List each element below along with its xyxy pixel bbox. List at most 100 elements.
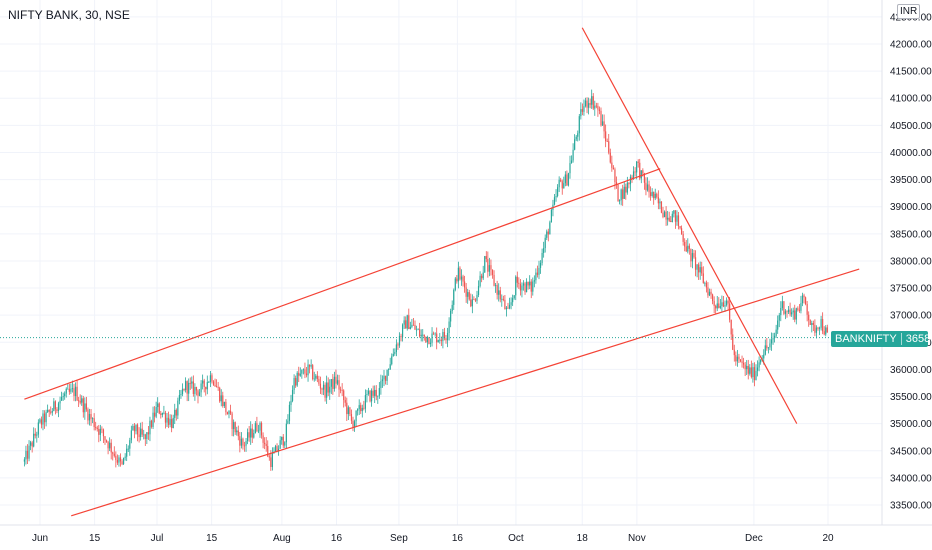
candle-body bbox=[361, 407, 363, 412]
candle-body bbox=[498, 290, 500, 295]
candle-body bbox=[727, 300, 729, 304]
candle-body bbox=[54, 401, 56, 410]
candle-body bbox=[688, 245, 690, 249]
candle-body bbox=[200, 383, 202, 393]
candle-body bbox=[729, 303, 731, 320]
candle-body bbox=[806, 304, 808, 315]
candle-body bbox=[758, 362, 760, 368]
candle-body bbox=[436, 333, 438, 343]
candle-body bbox=[541, 252, 543, 263]
candle-body bbox=[530, 281, 532, 292]
candle-body bbox=[127, 448, 129, 450]
trendline[interactable] bbox=[24, 168, 661, 400]
candle-body bbox=[467, 292, 469, 297]
candle-body bbox=[124, 456, 126, 458]
candle-body bbox=[205, 386, 207, 390]
candle-body bbox=[364, 395, 366, 409]
candle-body bbox=[36, 434, 38, 436]
candle-body bbox=[50, 411, 52, 413]
candle-body bbox=[535, 272, 537, 281]
candle-body bbox=[519, 283, 521, 291]
candle-body bbox=[581, 109, 583, 112]
chart-title: NIFTY BANK, 30, NSE bbox=[8, 8, 130, 22]
candle-body bbox=[412, 324, 415, 326]
candle-body bbox=[353, 421, 356, 428]
candle-body bbox=[48, 409, 50, 412]
candle-body bbox=[116, 460, 118, 463]
candle-body bbox=[504, 299, 506, 310]
candle-body bbox=[490, 265, 492, 270]
trendlines[interactable] bbox=[24, 27, 860, 517]
candle-body bbox=[339, 389, 342, 391]
candle-body bbox=[484, 256, 486, 273]
candle-body bbox=[198, 392, 201, 396]
candle-body bbox=[481, 275, 483, 279]
candle-body bbox=[132, 425, 134, 431]
candle-body bbox=[773, 335, 776, 339]
candle-body bbox=[508, 304, 511, 309]
trendline[interactable] bbox=[71, 268, 860, 517]
candle-body bbox=[51, 411, 53, 413]
candle-body bbox=[615, 182, 618, 185]
candle-body bbox=[563, 183, 565, 189]
candle-body bbox=[64, 393, 66, 397]
candle-body bbox=[95, 427, 97, 428]
y-tick-label: 37000.00 bbox=[890, 311, 932, 322]
candle-body bbox=[415, 329, 418, 331]
candle-body bbox=[818, 327, 821, 329]
candle-body bbox=[109, 442, 111, 449]
candle-body bbox=[479, 275, 481, 287]
candle-body bbox=[121, 461, 123, 465]
candle-body bbox=[777, 320, 779, 330]
candle-body bbox=[715, 305, 717, 309]
candle-body bbox=[470, 299, 472, 307]
candle-body bbox=[215, 386, 218, 388]
y-tick-label: 41000.00 bbox=[890, 94, 932, 105]
candle-body bbox=[555, 195, 557, 198]
price-axis[interactable]: 33500.00 34000.00 34500.00 35000.00 35500.00… bbox=[890, 12, 932, 511]
candle-body bbox=[332, 379, 334, 389]
candle-body bbox=[93, 418, 95, 428]
time-axis[interactable]: Jun 15 Jul 15 Aug 16 Sep 16 Oct 18 Nov Dec 20 bbox=[32, 533, 834, 544]
candle-body bbox=[656, 193, 658, 198]
candle-body bbox=[161, 412, 163, 415]
candle-body bbox=[556, 187, 559, 196]
candle-body bbox=[296, 372, 298, 386]
candle-body bbox=[409, 326, 411, 330]
candle-body bbox=[645, 182, 647, 191]
candle-body bbox=[795, 308, 797, 320]
candle-body bbox=[510, 302, 512, 305]
candle-body bbox=[674, 210, 676, 222]
candle-body bbox=[601, 121, 604, 126]
candle-body bbox=[308, 364, 311, 367]
candle-body bbox=[333, 376, 335, 389]
y-tick-label: 39000.00 bbox=[890, 202, 932, 213]
currency-button[interactable]: INR bbox=[897, 4, 921, 19]
candle-body bbox=[259, 423, 261, 431]
candle-body bbox=[98, 429, 100, 435]
candle-body bbox=[654, 193, 656, 199]
candle-body bbox=[149, 420, 151, 435]
candle-body bbox=[578, 116, 580, 134]
candle-body bbox=[738, 356, 740, 360]
candle-body bbox=[366, 393, 368, 396]
candle-body bbox=[682, 233, 684, 242]
candle-body bbox=[797, 308, 799, 310]
candle-body bbox=[228, 410, 230, 415]
candle-body bbox=[192, 381, 194, 394]
candle-body bbox=[408, 315, 410, 330]
candle-body bbox=[522, 283, 525, 286]
candle-body bbox=[589, 103, 591, 105]
candle-body bbox=[696, 264, 698, 270]
candle-body bbox=[191, 381, 193, 384]
candle-body bbox=[631, 176, 633, 180]
candle-body bbox=[268, 456, 270, 458]
candle-body bbox=[770, 339, 773, 344]
candle-body bbox=[463, 281, 466, 288]
candle-body bbox=[369, 390, 371, 402]
candle-body bbox=[285, 423, 287, 443]
candle-body bbox=[56, 409, 58, 411]
trendline[interactable] bbox=[581, 27, 798, 424]
candle-body bbox=[265, 444, 267, 446]
